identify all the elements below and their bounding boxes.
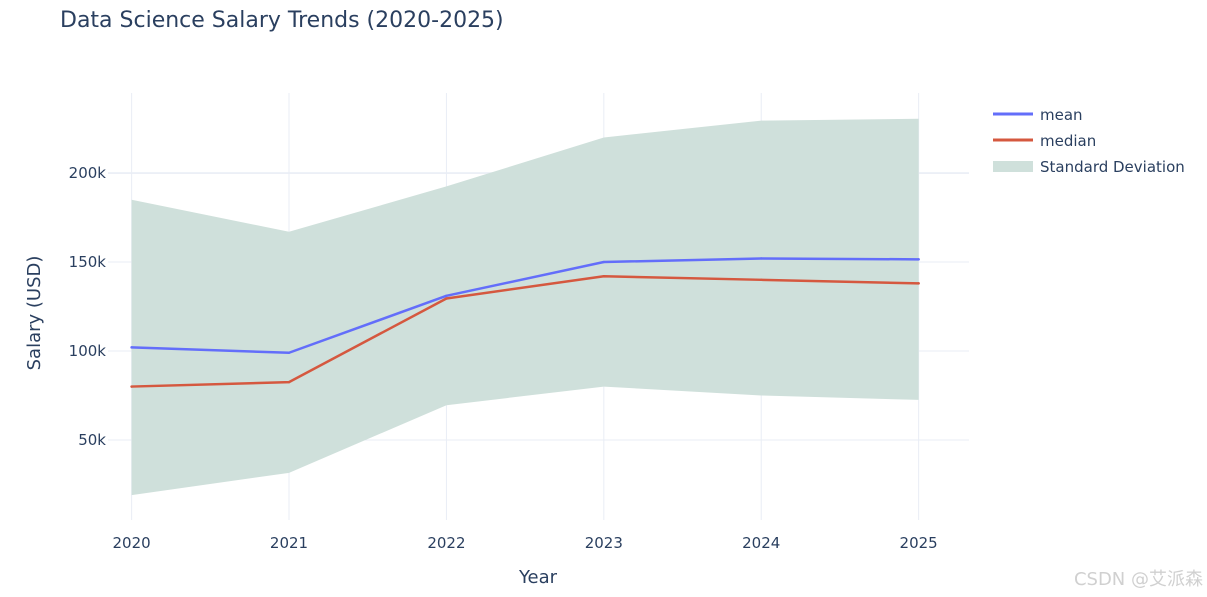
y-tick-label-200000: 200k	[69, 164, 107, 182]
series-point-mean-2022	[445, 294, 448, 298]
series-point-median-2024	[760, 278, 763, 282]
chart-title: Data Science Salary Trends (2020-2025)	[60, 8, 504, 33]
x-tick-label-2025: 2025	[900, 534, 938, 552]
series-point-mean-2021	[287, 351, 291, 354]
y-axis-title: Salary (USD)	[24, 256, 45, 371]
y-tick-label-100000: 100k	[69, 342, 107, 360]
x-tick-label-2024: 2024	[742, 534, 780, 552]
legend-label-mean[interactable]: mean	[1040, 106, 1083, 124]
legend-label-standard-deviation[interactable]: Standard Deviation	[1040, 158, 1185, 176]
y-tick-label-150000: 150k	[69, 253, 107, 271]
series-point-median-2020	[130, 385, 133, 388]
series-point-mean-2020	[130, 346, 133, 349]
x-tick-label-2023: 2023	[585, 534, 623, 552]
y-tick-label-50000: 50k	[78, 431, 106, 449]
x-tick-label-2020: 2020	[113, 534, 151, 552]
series-point-mean-2025	[917, 258, 920, 261]
series-point-median-2023	[602, 275, 606, 278]
watermark: CSDN @艾派森	[1074, 569, 1203, 590]
series-line-median	[130, 275, 920, 388]
band-group	[131, 118, 919, 496]
series-point-mean-2024	[760, 257, 763, 260]
x-tick-labels: 2020 2021 2022 2023 2024 2025	[113, 534, 938, 552]
series-point-median-2025	[917, 282, 920, 285]
y-tick-labels: 50k 100k 150k 200k	[69, 164, 107, 449]
series-point-median-2021	[287, 380, 291, 384]
series-point-median-2022	[445, 297, 448, 300]
legend: mean median Standard Deviation	[993, 106, 1185, 176]
x-tick-label-2021: 2021	[270, 534, 308, 552]
x-axis-title: Year	[518, 567, 558, 588]
series-point-mean-2023	[602, 260, 606, 264]
legend-label-median[interactable]: median	[1040, 132, 1096, 150]
lines-group	[130, 257, 920, 388]
series-line-mean	[130, 257, 920, 355]
standard-deviation-band	[131, 118, 919, 496]
x-tick-label-2022: 2022	[427, 534, 465, 552]
legend-swatch-standard-deviation	[993, 161, 1033, 172]
